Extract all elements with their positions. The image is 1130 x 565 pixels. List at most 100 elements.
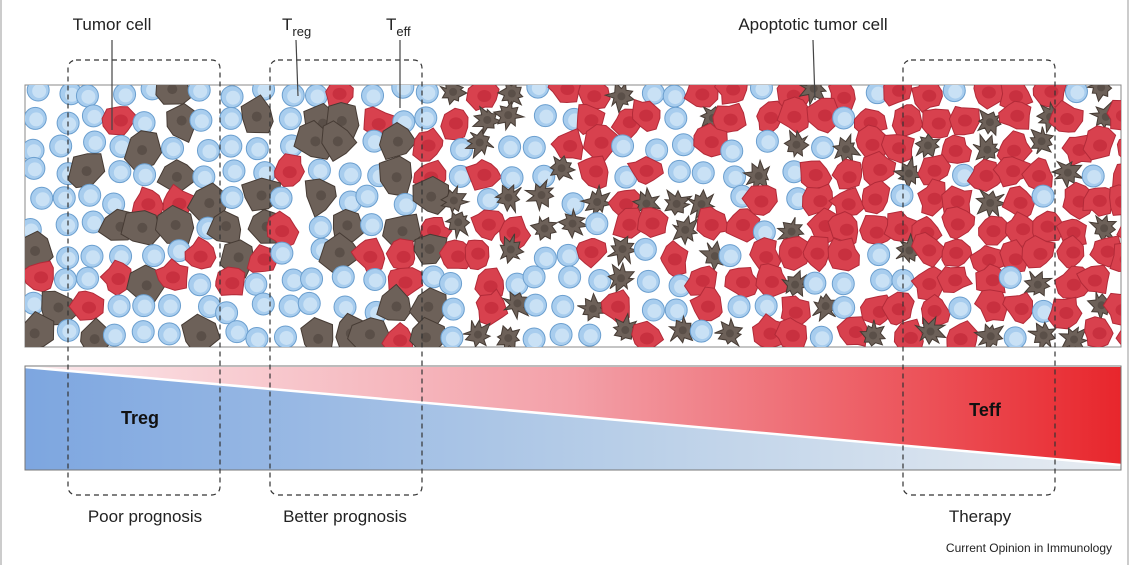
nucleus (621, 326, 630, 335)
nucleus (313, 333, 324, 344)
nucleus (555, 328, 570, 343)
nucleus (622, 218, 637, 231)
nucleus (647, 304, 662, 319)
nucleus (455, 143, 470, 158)
nucleus (196, 331, 207, 342)
nucleus (305, 272, 320, 287)
nucleus (821, 302, 830, 311)
effector-cell (1112, 163, 1121, 192)
nucleus (365, 218, 380, 233)
nucleus (540, 224, 549, 233)
nucleus (537, 170, 552, 185)
nucleus (258, 166, 273, 181)
nucleus (471, 247, 486, 260)
nucleus (953, 333, 968, 346)
nucleus (728, 170, 743, 185)
nucleus (451, 250, 466, 263)
nucleus (697, 200, 706, 209)
nucleus (275, 247, 290, 262)
nucleus (584, 246, 599, 259)
nucleus (32, 85, 47, 99)
zones (67, 59, 1056, 496)
nucleus (163, 299, 178, 314)
nucleus (138, 168, 153, 183)
nucleus (53, 302, 64, 313)
nucleus (759, 251, 774, 264)
nucleus (754, 171, 763, 180)
nucleus (704, 136, 719, 149)
tumor-cell (80, 317, 111, 347)
nucleus (723, 113, 738, 126)
bar-frame (24, 365, 1122, 471)
nucleus (808, 277, 823, 292)
nucleus (985, 118, 994, 127)
nucleus (667, 253, 682, 266)
nucleus (593, 274, 608, 289)
nucleus (763, 111, 778, 124)
nucleus (363, 250, 378, 263)
nucleus (477, 168, 492, 181)
treg-cell (1122, 77, 1130, 99)
nucleus (449, 87, 458, 96)
nucleus (310, 89, 325, 104)
nucleus (892, 85, 907, 97)
nucleus (808, 168, 823, 181)
nucleus (193, 85, 208, 99)
nucleus (275, 225, 290, 238)
nucleus (1033, 247, 1048, 260)
nucleus (448, 117, 463, 130)
nucleus (927, 192, 942, 205)
nucleus (197, 170, 212, 185)
nucleus (1007, 144, 1022, 157)
nucleus (111, 272, 126, 285)
nucleus (528, 270, 543, 285)
nucleus (528, 333, 543, 347)
nucleus (392, 136, 403, 147)
nucleus (287, 89, 302, 104)
nucleus (619, 171, 634, 186)
nucleus (562, 249, 577, 264)
nucleus (590, 217, 605, 232)
nucleus (314, 221, 329, 236)
nucleus (815, 331, 830, 346)
nucleus (986, 225, 1001, 238)
nucleus (1066, 278, 1081, 291)
nucleus (537, 191, 546, 200)
nucleus (391, 172, 402, 183)
nucleus (137, 299, 152, 314)
nucleus (141, 280, 152, 291)
nucleus (108, 329, 123, 344)
effector-cell (1109, 184, 1121, 216)
nucleus (226, 90, 241, 105)
nucleus (257, 297, 272, 312)
nucleus (54, 139, 69, 154)
treg-cell (1123, 266, 1130, 288)
nucleus (584, 114, 599, 127)
nucleus (504, 193, 513, 202)
nucleus (364, 329, 375, 340)
nucleus (83, 189, 98, 204)
nucleus (922, 244, 937, 257)
nucleus (639, 164, 654, 177)
nucleus (1059, 307, 1074, 320)
nucleus (310, 136, 321, 147)
nucleus (503, 140, 518, 155)
nucleus (672, 199, 681, 208)
nucleus (1123, 172, 1130, 184)
nucleus (137, 222, 148, 233)
nucleus (62, 324, 77, 339)
nucleus (507, 89, 516, 98)
nucleus (668, 90, 683, 105)
nucleus (787, 227, 796, 236)
nucleus (556, 300, 571, 315)
nucleus (81, 89, 96, 104)
nucleus (138, 116, 153, 131)
footer: Current Opinion in Immunology (946, 541, 1112, 555)
nucleus (334, 247, 345, 258)
nucleus (27, 144, 42, 159)
nucleus (137, 325, 152, 340)
nucleus (953, 301, 968, 316)
nucleus (342, 220, 353, 231)
nucleus (454, 170, 469, 185)
nucleus (163, 327, 178, 342)
